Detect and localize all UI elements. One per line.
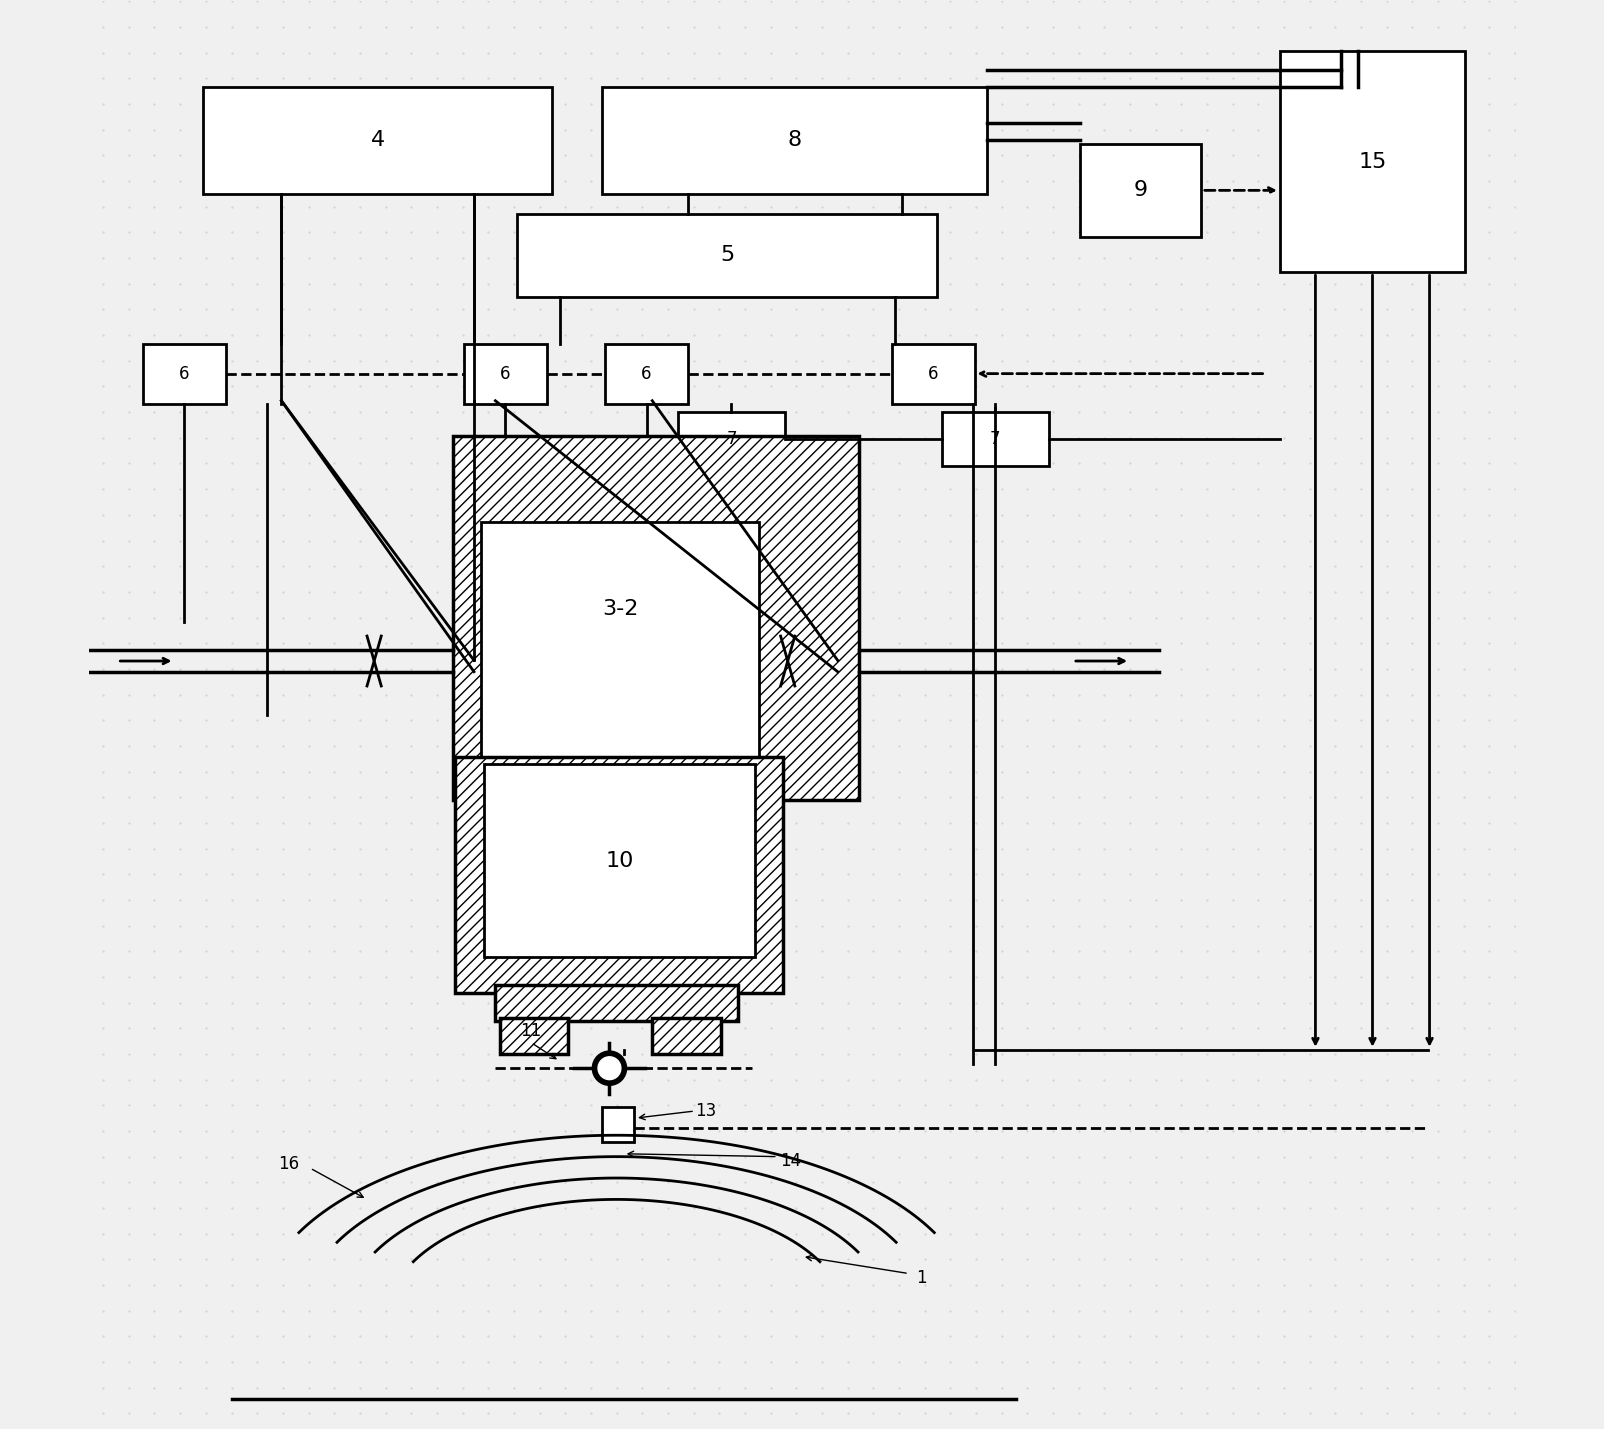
Text: 5: 5 [720,246,735,266]
FancyBboxPatch shape [603,87,988,194]
Text: 4: 4 [371,130,385,150]
FancyBboxPatch shape [143,344,226,403]
FancyBboxPatch shape [481,522,759,772]
FancyBboxPatch shape [484,765,755,957]
FancyBboxPatch shape [892,344,975,403]
Text: 6: 6 [180,364,189,383]
Text: 6: 6 [642,364,651,383]
Text: 6: 6 [500,364,510,383]
FancyBboxPatch shape [499,1019,568,1055]
FancyBboxPatch shape [496,986,738,1022]
FancyBboxPatch shape [516,214,937,297]
Text: 6: 6 [929,364,938,383]
Text: 8: 8 [788,130,802,150]
FancyBboxPatch shape [942,412,1049,466]
Text: 1: 1 [916,1269,927,1288]
Text: 3-2: 3-2 [602,599,638,619]
Text: 9: 9 [1134,180,1148,200]
Circle shape [592,1052,627,1085]
FancyBboxPatch shape [678,412,784,466]
FancyBboxPatch shape [204,87,552,194]
Text: 10: 10 [605,850,634,870]
Text: 11: 11 [520,1022,542,1040]
Text: 14: 14 [781,1152,802,1170]
FancyBboxPatch shape [452,436,860,800]
FancyBboxPatch shape [1280,51,1464,273]
Text: 16: 16 [277,1155,298,1173]
FancyBboxPatch shape [605,344,688,403]
FancyBboxPatch shape [603,1106,634,1142]
FancyBboxPatch shape [1079,144,1201,237]
Text: 7: 7 [727,430,736,449]
FancyBboxPatch shape [456,757,783,993]
FancyBboxPatch shape [653,1019,720,1055]
Text: 13: 13 [695,1102,717,1120]
FancyBboxPatch shape [464,344,547,403]
Text: 7: 7 [990,430,1001,449]
Text: 15: 15 [1359,151,1387,171]
Circle shape [598,1057,621,1080]
